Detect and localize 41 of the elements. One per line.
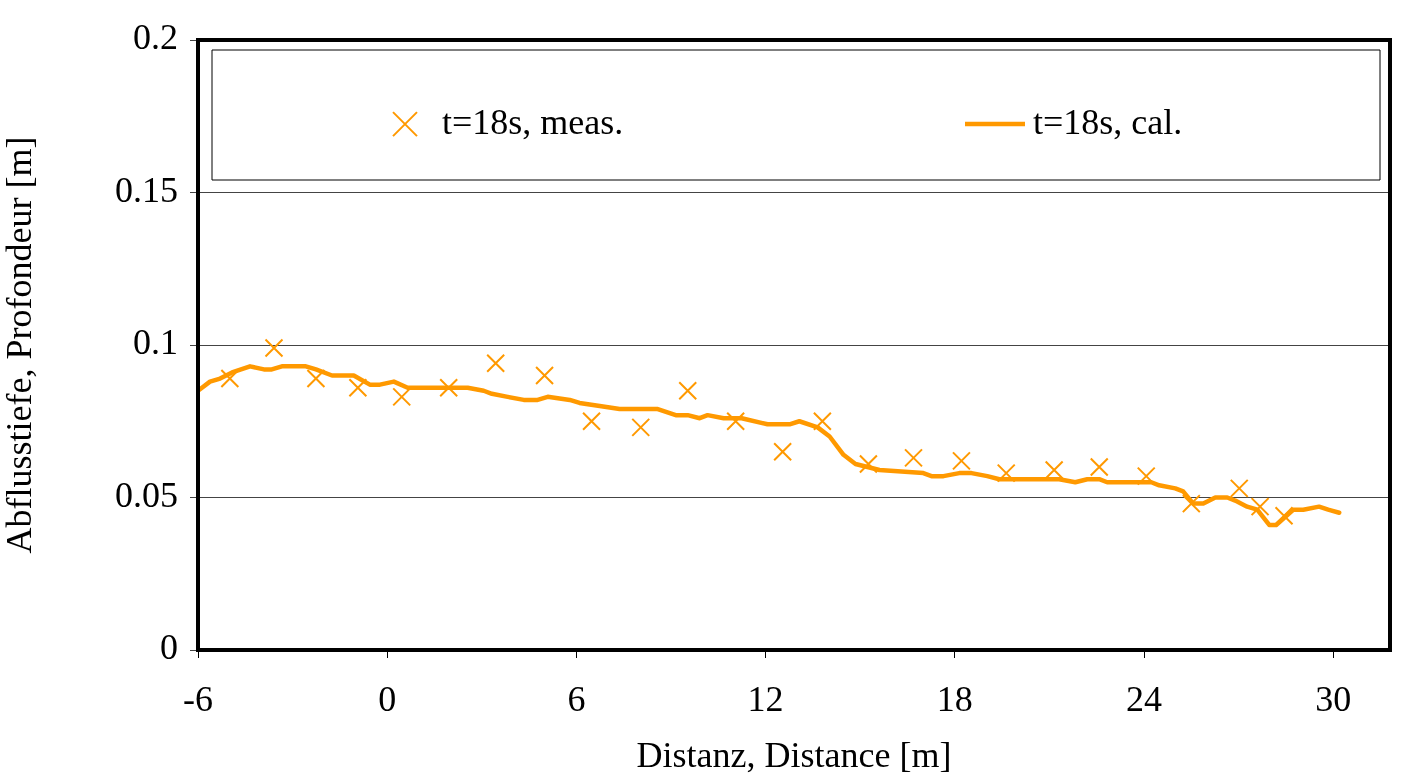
point xyxy=(1274,506,1294,526)
point xyxy=(535,366,555,385)
point xyxy=(1136,466,1156,486)
y-tick-label: 0.15 xyxy=(115,169,178,210)
x-tick-label: 30 xyxy=(1315,679,1352,720)
legend-label: t=18s, meas. xyxy=(442,101,624,142)
point xyxy=(1229,478,1249,498)
point xyxy=(1250,497,1270,517)
point xyxy=(858,454,878,474)
point xyxy=(726,411,746,431)
legend-label: t=18s, cal. xyxy=(1033,101,1183,142)
point xyxy=(264,338,284,358)
x-axis-title: Distanz, Distance [m] xyxy=(636,734,952,775)
point xyxy=(220,369,240,389)
point xyxy=(996,463,1016,483)
point xyxy=(1044,460,1064,480)
point xyxy=(631,417,651,437)
y-axis-title: Abflusstiefe, Profondeur [m] xyxy=(0,136,40,554)
x-tick-label: 18 xyxy=(936,679,973,720)
point xyxy=(582,411,602,431)
point xyxy=(348,378,368,398)
point xyxy=(486,353,506,373)
x-tick-label: 12 xyxy=(747,679,784,720)
point xyxy=(1181,494,1201,514)
point xyxy=(306,369,326,389)
point xyxy=(773,442,793,462)
point xyxy=(951,451,971,471)
y-tick-label: 0.05 xyxy=(115,474,178,515)
x-tick-label: 24 xyxy=(1126,679,1163,720)
y-tick-label: 0.1 xyxy=(133,322,178,363)
point xyxy=(904,448,923,468)
point xyxy=(812,411,832,431)
point xyxy=(678,381,698,401)
y-tick-label: 0 xyxy=(160,627,178,668)
point xyxy=(439,378,459,398)
point xyxy=(1089,457,1109,477)
x-tick-label: 6 xyxy=(567,679,586,720)
x-tick-label: -6 xyxy=(183,679,213,720)
point xyxy=(392,387,412,407)
x-tick-label: 0 xyxy=(378,679,397,720)
y-tick-label: 0.2 xyxy=(133,17,178,58)
